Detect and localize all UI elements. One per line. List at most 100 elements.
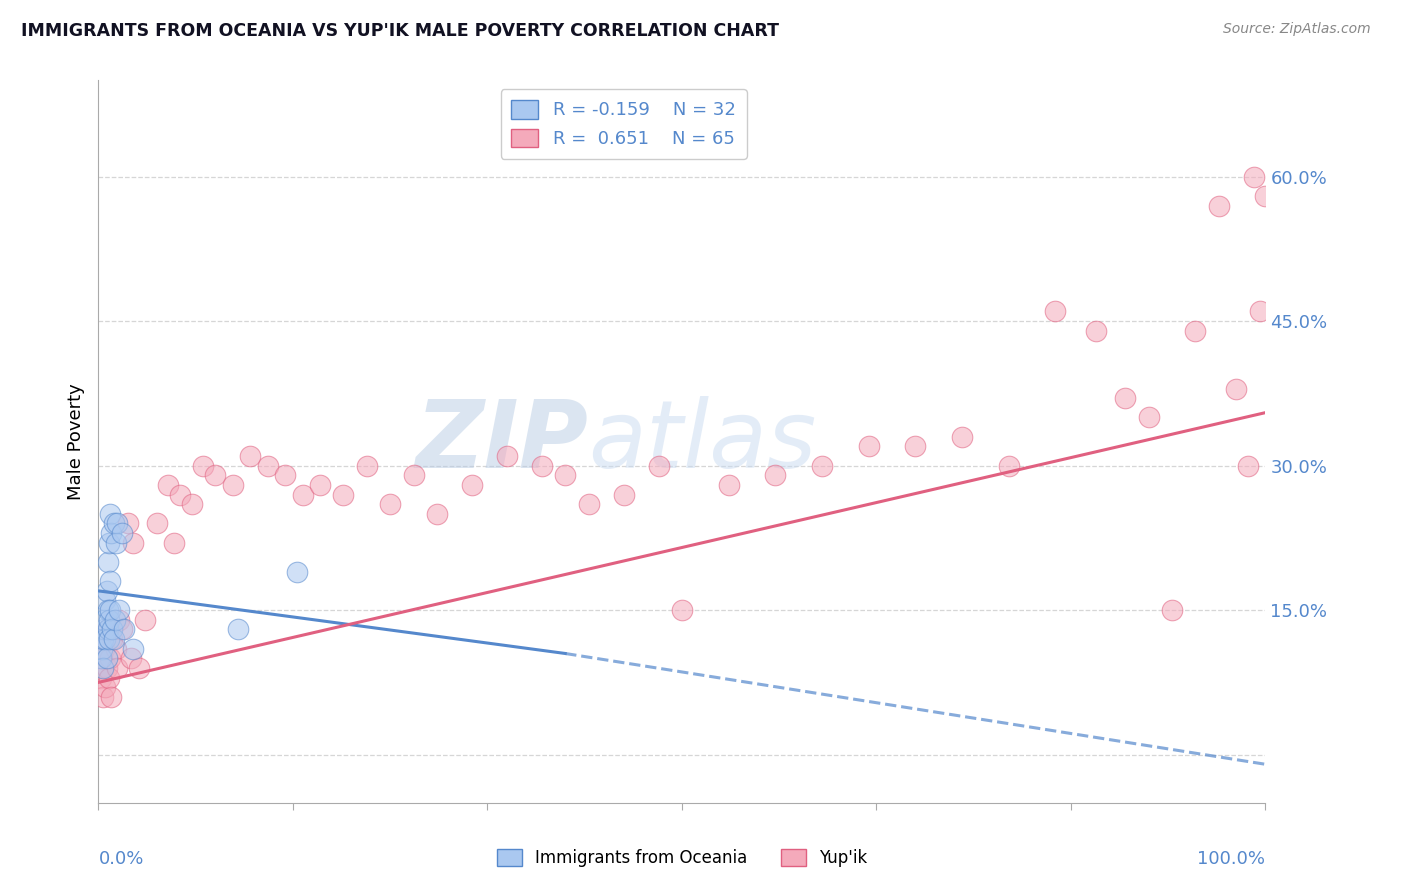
Point	[96, 583, 118, 598]
Point	[1161, 603, 1184, 617]
Point	[100, 690, 122, 704]
Point	[101, 632, 124, 646]
Point	[104, 613, 127, 627]
Point	[309, 478, 332, 492]
Point	[97, 623, 120, 637]
Point	[950, 430, 973, 444]
Point	[169, 487, 191, 501]
Point	[402, 468, 425, 483]
Point	[97, 613, 120, 627]
Point	[1184, 324, 1206, 338]
Y-axis label: Male Poverty: Male Poverty	[66, 384, 84, 500]
Point	[221, 478, 243, 492]
Point	[91, 690, 114, 704]
Point	[763, 468, 786, 483]
Point	[1208, 198, 1230, 212]
Point	[1114, 391, 1136, 405]
Point	[103, 516, 125, 531]
Point	[530, 458, 553, 473]
Point	[98, 603, 121, 617]
Point	[98, 651, 121, 665]
Text: IMMIGRANTS FROM OCEANIA VS YUP'IK MALE POVERTY CORRELATION CHART: IMMIGRANTS FROM OCEANIA VS YUP'IK MALE P…	[21, 22, 779, 40]
Point	[496, 449, 519, 463]
Point	[122, 535, 145, 549]
Point	[146, 516, 169, 531]
Point	[105, 661, 128, 675]
Point	[1045, 304, 1067, 318]
Point	[380, 497, 402, 511]
Point	[717, 478, 740, 492]
Point	[285, 565, 308, 579]
Text: 100.0%: 100.0%	[1198, 850, 1265, 868]
Point	[94, 593, 117, 607]
Point	[96, 661, 118, 675]
Point	[108, 613, 131, 627]
Point	[1085, 324, 1108, 338]
Point	[104, 535, 127, 549]
Point	[1225, 382, 1247, 396]
Point	[100, 526, 122, 541]
Point	[997, 458, 1019, 473]
Point	[94, 680, 117, 694]
Point	[112, 623, 135, 637]
Point	[1243, 169, 1265, 184]
Point	[1137, 410, 1160, 425]
Point	[90, 651, 112, 665]
Point	[157, 478, 180, 492]
Point	[671, 603, 693, 617]
Point	[426, 507, 449, 521]
Point	[96, 651, 118, 665]
Point	[1237, 458, 1260, 473]
Point	[554, 468, 576, 483]
Point	[239, 449, 262, 463]
Point	[90, 651, 112, 665]
Point	[97, 555, 120, 569]
Point	[128, 661, 150, 675]
Point	[122, 641, 145, 656]
Point	[93, 623, 115, 637]
Point	[97, 671, 120, 685]
Point	[291, 487, 314, 501]
Point	[111, 526, 134, 541]
Point	[97, 632, 120, 646]
Point	[97, 535, 120, 549]
Point	[90, 641, 112, 656]
Point	[108, 603, 131, 617]
Point	[91, 661, 114, 675]
Point	[332, 487, 354, 501]
Point	[180, 497, 202, 511]
Point	[256, 458, 278, 473]
Point	[228, 623, 250, 637]
Point	[193, 458, 215, 473]
Point	[858, 439, 880, 453]
Point	[111, 623, 134, 637]
Point	[117, 516, 139, 531]
Point	[274, 468, 297, 483]
Point	[811, 458, 834, 473]
Text: ZIP: ZIP	[416, 395, 589, 488]
Legend: Immigrants from Oceania, Yup'ik: Immigrants from Oceania, Yup'ik	[491, 842, 873, 874]
Point	[101, 623, 124, 637]
Point	[647, 458, 669, 473]
Point	[98, 507, 121, 521]
Text: 0.0%: 0.0%	[98, 850, 143, 868]
Point	[94, 632, 117, 646]
Point	[90, 671, 112, 685]
Point	[163, 535, 186, 549]
Point	[578, 497, 600, 511]
Point	[120, 651, 142, 665]
Text: Source: ZipAtlas.com: Source: ZipAtlas.com	[1223, 22, 1371, 37]
Point	[1254, 189, 1277, 203]
Text: atlas: atlas	[589, 396, 817, 487]
Point	[356, 458, 378, 473]
Point	[103, 632, 125, 646]
Point	[97, 603, 120, 617]
Point	[904, 439, 927, 453]
Point	[97, 623, 120, 637]
Point	[204, 468, 226, 483]
Point	[613, 487, 636, 501]
Point	[91, 632, 114, 646]
Point	[134, 613, 156, 627]
Point	[105, 516, 128, 531]
Point	[93, 641, 115, 656]
